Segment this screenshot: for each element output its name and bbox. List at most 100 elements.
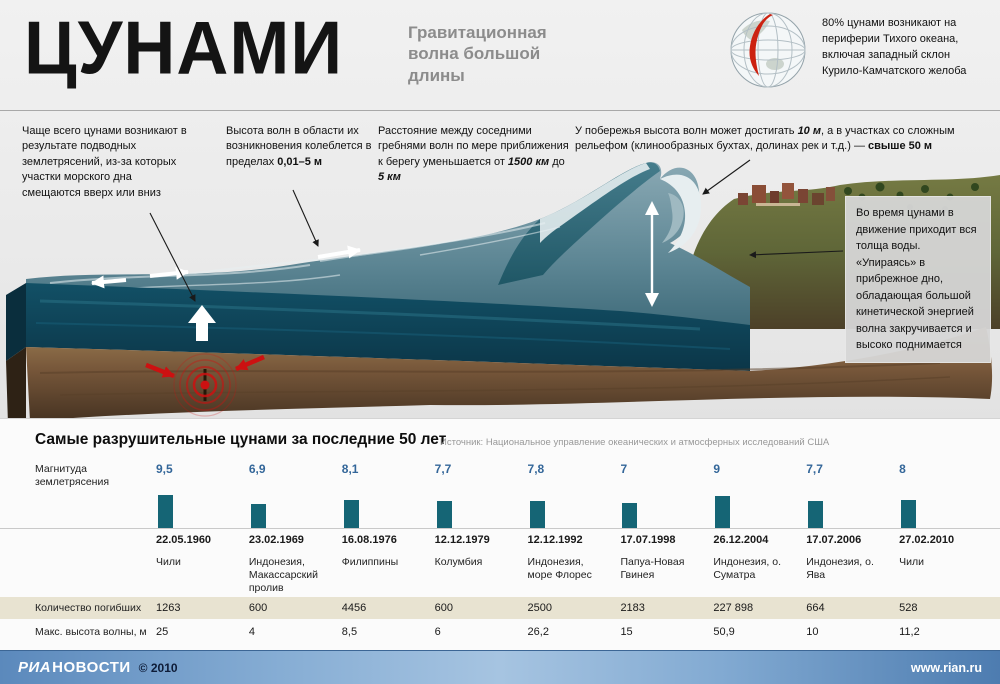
- chart-source: Источник: Национальное управление океани…: [440, 437, 830, 448]
- magnitude-cell: 8,1: [336, 459, 429, 528]
- date-row: 22.05.1960 23.02.1969 16.08.1976 12.12.1979…: [0, 529, 1000, 553]
- magnitude-row: Магнитуда землетрясения 9,5 6,9 8,1 7,7 7,8 7…: [0, 459, 1000, 529]
- magnitude-value: 7,8: [527, 462, 545, 476]
- header-divider: [0, 110, 1000, 111]
- footer-bar: РИА НОВОСТИ © 2010 www.rian.ru: [0, 650, 1000, 684]
- date-cell: 23.02.1969: [248, 534, 304, 546]
- seafloor-uplift-arrow-icon: [188, 305, 216, 341]
- magnitude-cell: 7: [614, 459, 707, 528]
- deaths-cell: 2500: [527, 602, 553, 614]
- annotation-text: У побережья высота волн может достигать: [575, 125, 798, 137]
- deaths-row: Количество погибших 1263 600 4456 600 2500 21…: [0, 597, 1000, 619]
- wave-height-arrow: [645, 201, 659, 307]
- tsunami-table: Магнитуда землетрясения 9,5 6,9 8,1 7,7 7,8 7…: [0, 459, 1000, 645]
- magnitude-cell: 9,5: [150, 459, 243, 528]
- globe-note: 80% цунами возникают на периферии Тихого…: [822, 17, 967, 77]
- wave-curl-foam: [660, 174, 702, 253]
- wave-height-cell: 8,5: [341, 626, 358, 638]
- deaths-cell: 600: [248, 602, 268, 614]
- location-cell: Папуа-Новая Гвинея: [620, 556, 685, 582]
- pacific-rim-highlight: [749, 14, 773, 76]
- wave-height-cell: 15: [620, 626, 633, 638]
- annotation-value: 5 км: [378, 171, 401, 184]
- magnitude-value: 9,5: [156, 462, 173, 476]
- deaths-cell: 227 898: [713, 602, 754, 614]
- annotation-text: , а в участках со сложным рельефом (клин…: [575, 125, 955, 153]
- chart-title: Самые разрушительные цунами за последние…: [35, 431, 447, 448]
- date-cell: 12.12.1979: [434, 534, 490, 546]
- tsunami-table-section: Самые разрушительные цунами за последние…: [0, 418, 1000, 650]
- epicenter-icon: [173, 353, 237, 417]
- wave-height-cell: 4: [248, 626, 255, 638]
- magnitude-bar: [343, 500, 359, 528]
- fault-slip-arrows: [145, 354, 265, 379]
- seabed-cross-section: [26, 327, 993, 421]
- magnitude-bar: [436, 501, 452, 528]
- magnitude-value: 6,9: [248, 462, 266, 476]
- magnitude-bar: [250, 504, 266, 528]
- wave-height-cell: 10: [806, 626, 819, 638]
- wave-height-cell: 25: [156, 626, 169, 638]
- location-cell: Чили: [899, 556, 924, 568]
- wave-height-cell: 11,2: [899, 626, 920, 638]
- magnitude-cell: 7,8: [522, 459, 615, 528]
- water-cross-section: [26, 283, 750, 371]
- location-cell: Индонезия, о. Суматра: [713, 556, 782, 582]
- annotation-crest-distance: Расстояние между соседними гребнями волн…: [378, 124, 570, 186]
- annotation-wave-height: Высота волн в области их возникновения к…: [226, 124, 376, 170]
- annotation-text: до: [549, 155, 565, 168]
- magnitude-value: 8,1: [341, 462, 359, 476]
- magnitude-value: 8: [899, 462, 906, 476]
- date-cell: 17.07.2006: [806, 534, 862, 546]
- location-cell: Индонезия, море Флорес: [527, 556, 592, 582]
- deaths-cell: 664: [806, 602, 825, 614]
- annotation-value: 10 м: [797, 125, 821, 137]
- magnitude-cell: 8: [893, 459, 986, 528]
- location-cell: Чили: [156, 556, 181, 568]
- magnitude-row-label: Магнитуда землетрясения: [35, 463, 110, 488]
- page-title: ЦУНАМИ: [24, 6, 344, 90]
- location-cell: Колумбия: [434, 556, 483, 568]
- annotation-cause: Чаще всего цунами возникают в результате…: [22, 125, 187, 199]
- leader-lines: [149, 159, 844, 302]
- magnitude-value: 7,7: [806, 462, 823, 476]
- date-cell: 17.07.1998: [620, 534, 676, 546]
- brand-novosti: НОВОСТИ: [52, 659, 131, 676]
- location-cell: Филиппины: [341, 556, 399, 568]
- globe-icon: [730, 12, 806, 88]
- annotation-value: 1500 км: [507, 155, 550, 168]
- magnitude-bar: [158, 495, 173, 528]
- magnitude-value: 9: [713, 462, 721, 476]
- date-cell: 22.05.1960: [156, 534, 212, 546]
- deaths-row-label: Количество погибших: [35, 602, 142, 614]
- annotation-text: Расстояние между соседними гребнями волн…: [378, 125, 569, 168]
- magnitude-value: 7: [620, 462, 628, 476]
- brand-ria: РИА: [18, 659, 52, 676]
- rian-url-link[interactable]: www.rian.ru: [910, 660, 982, 675]
- location-row-label: [35, 553, 150, 597]
- wave-height-row-label: Макс. высота волны, м: [35, 626, 147, 638]
- deaths-cell: 1263: [156, 602, 181, 614]
- annotation-value: свыше 50 м: [868, 140, 933, 153]
- wave-direction-arrows: [91, 245, 361, 289]
- date-cell: 26.12.2004: [713, 534, 769, 546]
- magnitude-cell: 7,7: [429, 459, 522, 528]
- copyright: © 2010: [138, 661, 178, 675]
- location-row: Чили Индонезия, Макассарский пролив Филипп…: [0, 553, 1000, 597]
- magnitude-cell: 9: [707, 459, 800, 528]
- deaths-cell: 528: [899, 602, 918, 614]
- wave-height-cell: 6: [434, 626, 441, 638]
- wave-height-row: Макс. высота волны, м 25 4 8,5 6 26,2 15 50,9 1…: [0, 619, 1000, 645]
- date-cell: 12.12.1992: [527, 534, 583, 546]
- magnitude-value: 7,7: [434, 462, 452, 476]
- magnitude-bar: [622, 503, 638, 528]
- date-cell: 27.02.2010: [899, 534, 955, 546]
- magnitude-cell: 6,9: [243, 459, 336, 528]
- annotation-text: Высота волн в области их возникновения к…: [226, 125, 372, 168]
- annotation-value: 0,01–5 м: [277, 155, 323, 168]
- wave-height-cell: 26,2: [527, 626, 549, 638]
- annotation-coast-height: У побережья высота волн может достигать …: [575, 124, 987, 155]
- date-row-label: [35, 529, 150, 553]
- date-cell: 16.08.1976: [341, 534, 397, 546]
